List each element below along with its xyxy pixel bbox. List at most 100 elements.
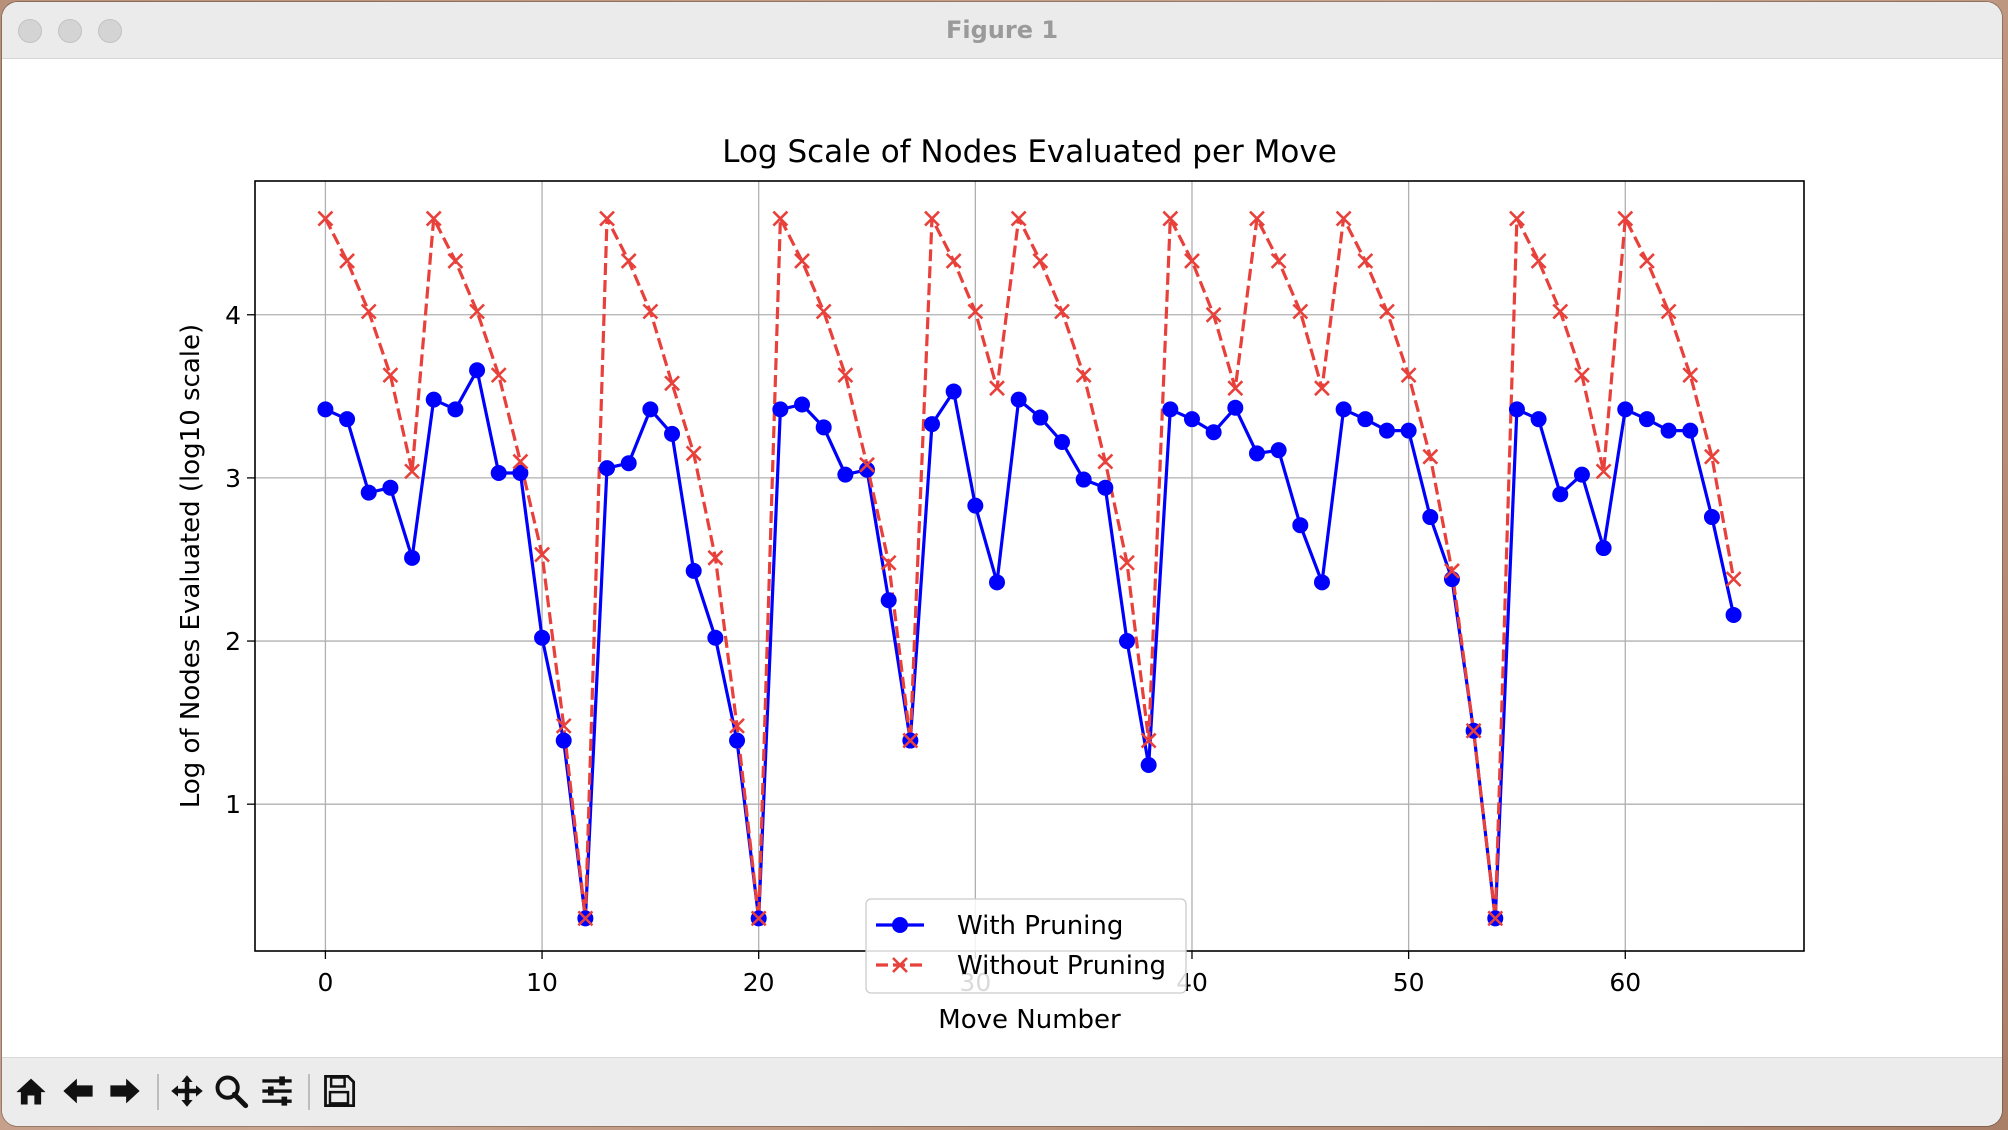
with-pruning-point — [1097, 479, 1114, 496]
zoom-button[interactable] — [210, 1070, 252, 1112]
without-pruning-point — [1357, 253, 1374, 269]
zoom-window-button[interactable] — [98, 19, 122, 43]
with-pruning-point — [599, 460, 616, 477]
minimize-window-button[interactable] — [58, 19, 82, 43]
x-tick-label: 0 — [317, 968, 333, 997]
with-pruning-point — [1075, 471, 1092, 488]
without-pruning-point — [620, 253, 637, 269]
with-pruning-point — [512, 465, 529, 482]
y-tick-label: 3 — [225, 464, 241, 493]
back-button[interactable] — [57, 1070, 99, 1112]
with-pruning-point — [1638, 411, 1655, 428]
with-pruning-point — [1682, 422, 1699, 439]
home-button[interactable] — [10, 1070, 52, 1112]
configure-subplots-button[interactable] — [256, 1070, 298, 1112]
close-window-button[interactable] — [18, 19, 42, 43]
with-pruning-point — [794, 396, 811, 413]
pan-button[interactable] — [166, 1070, 208, 1112]
without-pruning-point — [404, 463, 420, 480]
without-pruning-point — [924, 210, 940, 227]
with-pruning-point — [1530, 411, 1547, 428]
without-pruning-point — [1335, 210, 1352, 227]
window-title: Figure 1 — [945, 16, 1059, 44]
with-pruning-point — [924, 416, 941, 433]
legend: With Pruning Without Pruning — [865, 898, 1187, 994]
without-pruning-point — [360, 303, 377, 320]
with-pruning-point — [1422, 509, 1439, 526]
legend-label: Without Pruning — [957, 951, 1166, 981]
without-pruning-point — [1249, 210, 1265, 227]
with-pruning-point — [664, 425, 681, 442]
plot-series — [317, 210, 1742, 927]
without-pruning-point — [1639, 253, 1655, 269]
without-pruning-point — [685, 445, 702, 462]
legend-label: With Pruning — [957, 911, 1123, 941]
line-chart: 01020304050601234 Log Scale of Nodes Eva… — [176, 134, 1805, 1035]
without-pruning-point — [339, 253, 355, 269]
with-pruning-point — [967, 497, 984, 514]
with-pruning-point — [859, 461, 876, 478]
y-axis-label: Log of Nodes Evaluated (log10 scale) — [176, 324, 206, 808]
legend-box — [865, 898, 1187, 994]
x-tick-label: 50 — [1393, 968, 1425, 997]
without-pruning-point — [1010, 210, 1027, 227]
without-pruning-point — [1465, 722, 1482, 739]
axis-ticks: 01020304050601234 — [225, 301, 1641, 997]
with-pruning-point — [1248, 445, 1265, 462]
with-pruning-point — [425, 391, 442, 408]
without-pruning-point — [1660, 303, 1677, 320]
without-pruning-point — [577, 910, 594, 927]
with-pruning-point — [1032, 409, 1049, 426]
without-pruning-point — [599, 210, 615, 227]
figure-canvas: 01020304050601234 Log Scale of Nodes Eva… — [2, 59, 2002, 1057]
without-pruning-point — [729, 717, 745, 734]
without-pruning-point — [1162, 210, 1179, 227]
forward-arrow-icon — [110, 1078, 140, 1104]
without-pruning-point — [750, 910, 767, 927]
axes-frame — [254, 180, 1805, 952]
without-pruning-point — [642, 303, 659, 320]
without-pruning-point — [772, 210, 789, 227]
y-tick-label: 2 — [225, 627, 241, 656]
y-tick-label: 1 — [225, 790, 241, 819]
forward-button[interactable] — [104, 1070, 146, 1112]
without-pruning-point — [880, 554, 897, 571]
with-pruning-point — [729, 732, 746, 749]
without-pruning-point — [382, 367, 399, 384]
back-arrow-icon — [63, 1078, 93, 1104]
with-pruning-point — [1205, 424, 1222, 441]
with-pruning-point — [989, 574, 1006, 591]
with-pruning-point — [447, 401, 464, 418]
without-pruning-point — [512, 453, 529, 470]
save-button[interactable] — [318, 1070, 360, 1112]
with-pruning-point — [1118, 633, 1135, 650]
with-pruning-point — [1227, 399, 1244, 416]
with-pruning-point — [685, 562, 702, 579]
navigation-toolbar — [2, 1057, 2002, 1126]
with-pruning-point — [1335, 401, 1352, 418]
without-pruning-point — [1314, 380, 1330, 397]
without-pruning-point — [1270, 253, 1287, 269]
with-pruning-point — [1140, 757, 1157, 774]
without-pruning-point — [1552, 303, 1569, 320]
without-pruning-point — [1292, 303, 1309, 320]
configure-subplots-icon — [262, 1076, 292, 1106]
with-pruning-point — [317, 401, 334, 418]
with-pruning-point — [1725, 606, 1742, 623]
without-pruning-point — [815, 303, 832, 320]
with-pruning-point — [1703, 509, 1720, 526]
x-tick-label: 10 — [526, 968, 558, 997]
x-axis-label: Move Number — [938, 1005, 1121, 1035]
with-pruning-point — [1508, 401, 1525, 418]
without-pruning-point — [317, 210, 334, 227]
x-tick-label: 20 — [743, 968, 775, 997]
with-pruning-point — [1573, 466, 1590, 483]
with-pruning-point — [490, 465, 507, 482]
with-pruning-point — [1552, 486, 1569, 503]
without-pruning-point — [859, 456, 875, 473]
with-pruning-point — [1595, 540, 1612, 557]
grid — [255, 181, 1804, 951]
with-pruning-point — [837, 466, 854, 483]
with-pruning-point — [772, 401, 789, 418]
without-pruning-point — [447, 253, 464, 269]
